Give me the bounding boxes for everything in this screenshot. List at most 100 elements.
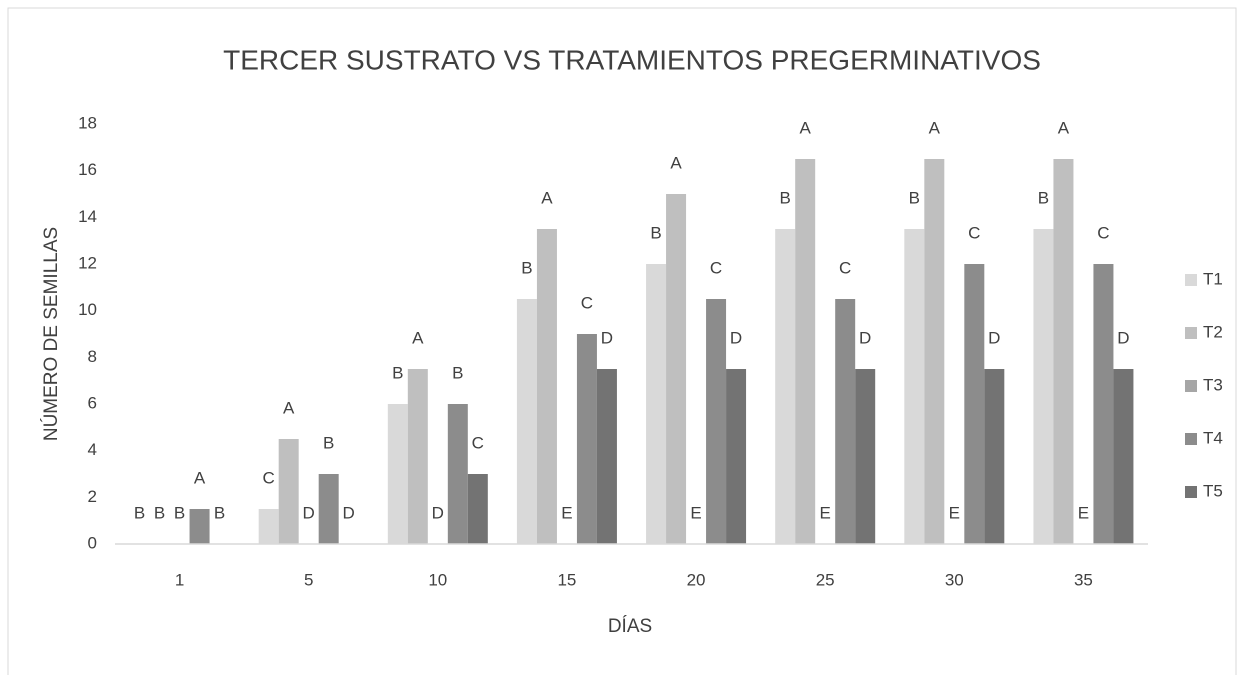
bar-annotation: E [561,503,572,522]
bar [726,369,747,544]
bar-annotation: D [303,503,315,522]
bar-annotation: C [710,258,722,277]
bar [1033,229,1054,544]
bar [646,264,667,544]
bar-annotation: B [392,363,403,382]
x-tick-label: 1 [175,570,184,589]
y-tick-label: 0 [88,533,97,552]
bar-annotation: C [263,468,275,487]
bar [596,369,617,544]
bar-annotation: B [134,503,145,522]
bar [189,509,210,544]
x-tick-label: 20 [687,570,706,589]
bar [795,159,816,544]
bar-annotation: A [670,153,682,172]
bar-annotation: A [412,328,424,347]
bar [775,229,796,544]
bar-annotation: A [283,398,295,417]
chart-border [7,7,1237,675]
legend-swatch [1185,274,1197,286]
legend-swatch [1185,380,1197,392]
legend-swatch [1185,327,1197,339]
y-tick-label: 12 [78,253,97,272]
bar-annotation: B [452,363,463,382]
legend-label: T3 [1203,375,1223,394]
bar [387,404,408,544]
bar-annotation: D [988,328,1000,347]
bar-annotation: E [949,503,960,522]
bar-annotation: A [929,118,941,137]
bar [924,159,945,544]
bar-annotation: A [800,118,812,137]
bar [318,474,339,544]
legend-label: T2 [1203,322,1223,341]
bar [706,299,727,544]
bar [855,369,876,544]
bar-annotation: B [323,433,334,452]
bar-annotation: C [839,258,851,277]
bar-annotation: D [601,328,613,347]
y-axis-label: NÚMERO DE SEMILLAS [40,227,62,441]
bar [536,229,557,544]
y-tick-label: 2 [88,487,97,506]
chart-title: TERCER SUSTRATO VS TRATAMIENTOS PREGERMI… [223,44,1041,75]
bar [258,509,279,544]
bar [407,369,428,544]
bar-annotation: D [730,328,742,347]
bar-annotation: D [859,328,871,347]
x-axis-label: DÍAS [608,616,652,637]
y-tick-label: 18 [78,113,97,132]
bar [447,404,468,544]
bar-annotation: B [521,258,532,277]
bar-annotation: C [472,433,484,452]
bar-annotation: D [343,503,355,522]
bar-annotation: A [541,188,553,207]
x-tick-label: 25 [816,570,835,589]
bar [1053,159,1074,544]
bar-annotation: B [1038,188,1049,207]
x-tick-label: 30 [945,570,964,589]
bar-annotation: C [968,223,980,242]
bar [904,229,925,544]
bar [666,194,687,544]
y-tick-label: 16 [78,160,97,179]
y-tick-label: 14 [78,207,97,226]
bar-annotation: A [194,468,206,487]
legend-label: T4 [1203,428,1223,447]
legend-swatch [1185,433,1197,445]
y-tick-label: 8 [88,347,97,366]
bar [576,334,597,544]
legend-label: T5 [1203,481,1223,500]
bar-annotation: B [214,503,225,522]
bar-annotation: B [780,188,791,207]
bar-annotation: B [154,503,165,522]
bar [516,299,537,544]
bar-annotation: B [650,223,661,242]
bar-annotation: E [690,503,701,522]
bar [1093,264,1114,544]
y-tick-label: 10 [78,300,97,319]
bar [984,369,1005,544]
bar-annotation: C [581,293,593,312]
bar-annotation: A [1058,118,1070,137]
x-tick-label: 5 [304,570,313,589]
bar-annotation: B [174,503,185,522]
bar-annotation: C [1097,223,1109,242]
bar-annotation: B [909,188,920,207]
legend-swatch [1185,486,1197,498]
y-tick-label: 4 [88,440,97,459]
bar [467,474,488,544]
bar-annotation: E [1078,503,1089,522]
bar-annotation: E [820,503,831,522]
bar [835,299,856,544]
y-tick-label: 6 [88,393,97,412]
x-tick-label: 15 [557,570,576,589]
bar [1113,369,1134,544]
bar [278,439,299,544]
bar-annotation: D [432,503,444,522]
bar-annotation: D [1117,328,1129,347]
bar [964,264,985,544]
x-tick-label: 35 [1074,570,1093,589]
x-tick-label: 10 [428,570,447,589]
